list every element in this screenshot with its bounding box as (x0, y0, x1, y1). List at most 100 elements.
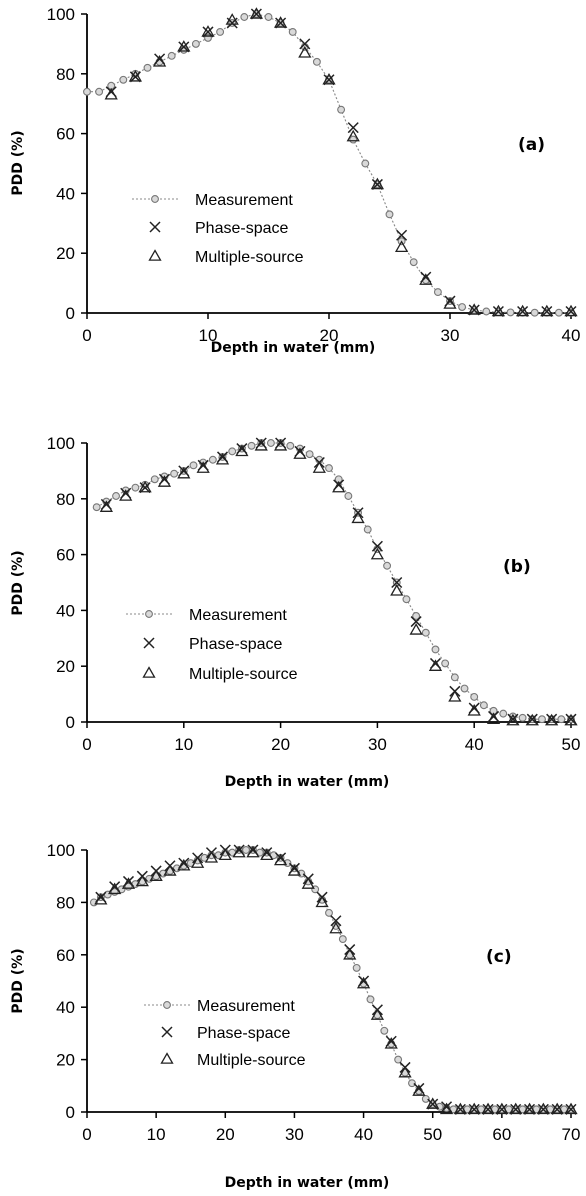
data-point (537, 1103, 549, 1115)
data-point (264, 13, 273, 21)
data-point (458, 303, 467, 311)
legend-label: Measurement (189, 607, 287, 624)
data-point (293, 447, 307, 459)
legend-label: Phase-space (195, 220, 288, 237)
data-point (325, 464, 333, 473)
data-point (565, 1103, 577, 1115)
data-point (346, 129, 360, 142)
data-point (495, 1102, 509, 1115)
data-point (450, 673, 459, 682)
legend-label: Phase-space (197, 1025, 290, 1042)
y-tick-label: 0 (66, 304, 75, 323)
y-tick-label: 40 (56, 998, 75, 1017)
x-tick-label: 40 (354, 1125, 373, 1144)
data-point (298, 46, 312, 58)
data-point (412, 612, 421, 620)
data-point (131, 483, 140, 492)
data-point (329, 921, 343, 934)
data-point (482, 1103, 494, 1115)
legend: Measurement Phase-space Multiple-source (132, 192, 304, 266)
y-tick-label: 100 (47, 5, 75, 24)
data-point (383, 561, 392, 570)
legend-marker (161, 1026, 173, 1038)
data-point (554, 308, 563, 317)
x-axis-title: Depth in water (mm) (211, 340, 376, 356)
data-point (439, 1102, 454, 1115)
data-point (518, 713, 527, 722)
data-point (275, 17, 287, 29)
data-point (481, 1102, 495, 1115)
x-axis-title: Depth in water (mm) (225, 1175, 390, 1191)
data-point (163, 864, 177, 876)
data-point (135, 874, 149, 887)
legend-item: Multiple-source (148, 249, 304, 266)
data-point (370, 177, 385, 190)
data-point (356, 976, 371, 989)
data-point (167, 51, 176, 60)
data-point (517, 305, 529, 318)
data-point (402, 595, 411, 604)
data-point (467, 303, 481, 315)
x-axis-title: Depth in water (mm) (225, 774, 390, 790)
data-point (138, 480, 152, 493)
data-point (228, 447, 237, 456)
data-point (384, 1037, 398, 1049)
data-point (94, 892, 108, 905)
x-tick-label: 20 (216, 1125, 235, 1144)
data-point (409, 258, 418, 267)
data-point (370, 1008, 385, 1020)
data-point (486, 712, 501, 724)
x-tick-label: 0 (82, 735, 91, 754)
data-point (564, 304, 578, 317)
data-point (454, 1103, 466, 1115)
data-point (421, 628, 430, 637)
data-point (479, 701, 488, 710)
data-point (550, 1102, 564, 1115)
data-point (189, 461, 198, 470)
y-tick-label: 80 (56, 490, 75, 509)
y-tick-label: 20 (56, 1051, 75, 1070)
data-point (448, 690, 462, 702)
data-point (260, 848, 274, 861)
axes: 0 20 40 60 80 100 0 10 20 30 40 50 (47, 434, 581, 754)
panel-label: (c) (486, 947, 512, 967)
legend-label: Multiple-source (189, 666, 298, 683)
data-point (515, 304, 530, 317)
data-point (352, 963, 361, 972)
data-point (522, 1102, 537, 1115)
data-point (507, 713, 519, 725)
data-point (551, 1103, 563, 1115)
chart-panel-3: 0 20 40 60 80 100 0 10 20 30 40 50 60 70 Depth in wate… (10, 841, 580, 1191)
data-point (143, 63, 152, 72)
y-tick-label: 40 (56, 184, 75, 203)
x-tick-label: 50 (423, 1125, 442, 1144)
legend-item: Phase-space (143, 636, 282, 653)
data-point (139, 482, 151, 494)
data-point (119, 75, 128, 84)
data-point (170, 469, 179, 478)
data-point (347, 122, 359, 134)
series-line (96, 442, 571, 720)
data-point (325, 908, 333, 917)
y-tick-label: 0 (66, 1103, 75, 1122)
data-point (499, 709, 508, 718)
legend-marker (143, 637, 155, 649)
data-point (467, 1102, 481, 1115)
data-point (394, 240, 409, 252)
y-tick-label: 20 (56, 244, 75, 263)
data-point (419, 273, 433, 285)
legend-item: Measurement (144, 998, 295, 1015)
data-point (201, 25, 215, 37)
series-line (93, 849, 571, 1110)
x-tick-label: 70 (562, 1125, 581, 1144)
data-point (509, 1102, 523, 1115)
legend-item: Phase-space (149, 220, 288, 237)
y-tick-label: 100 (47, 841, 75, 860)
data-point (523, 1103, 536, 1115)
data-point (152, 55, 167, 67)
series-multiple-source (94, 845, 578, 1115)
data-point (530, 308, 539, 317)
data-point (496, 1103, 508, 1115)
data-point (371, 540, 383, 552)
